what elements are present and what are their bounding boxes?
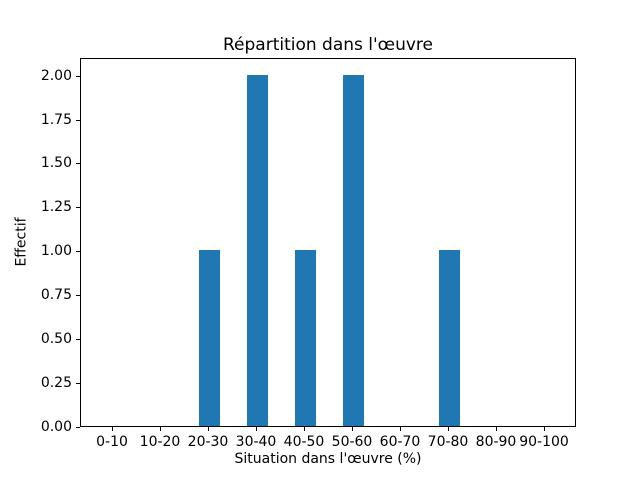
y-tick-label: 0.50: [40, 331, 72, 348]
x-tick-label: 80-90: [475, 434, 517, 450]
y-tick-label: 2.00: [40, 67, 72, 84]
x-tick-label: 10-20: [139, 434, 181, 450]
x-tick-label: 40-50: [283, 434, 325, 450]
y-tick: [76, 383, 80, 385]
x-tick-label: 0-10: [96, 434, 128, 450]
x-tick-label: 50-60: [331, 434, 373, 450]
y-tick: [76, 119, 80, 121]
chart-title: Répartition dans l'œuvre: [222, 35, 433, 55]
x-tick-label: 30-40: [235, 434, 277, 450]
x-tick: [160, 427, 161, 431]
bar: [294, 250, 316, 426]
x-tick: [496, 427, 497, 431]
y-tick: [76, 75, 80, 77]
bar: [342, 74, 364, 426]
y-tick-label: 1.00: [40, 243, 72, 260]
x-tick-label: 20-30: [187, 434, 229, 450]
y-tick: [76, 427, 80, 428]
bar: [438, 250, 460, 426]
bar: [198, 250, 220, 426]
y-tick: [76, 163, 80, 165]
y-tick-label: 0.25: [40, 375, 72, 392]
y-tick-label: 0.00: [40, 419, 72, 435]
y-tick-label: 1.25: [40, 199, 72, 216]
x-tick: [256, 427, 257, 431]
x-tick: [400, 427, 401, 431]
x-tick-label: 70-80: [427, 434, 469, 450]
x-tick: [208, 427, 209, 431]
x-tick: [304, 427, 305, 431]
x-tick-label: 60-70: [379, 434, 421, 450]
x-tick-label: 90-100: [519, 434, 569, 450]
x-tick: [448, 427, 449, 431]
y-tick: [76, 251, 80, 253]
plot-area: [80, 58, 576, 427]
y-tick-label: 1.75: [40, 111, 72, 128]
y-tick: [76, 339, 80, 341]
x-tick: [544, 427, 545, 431]
x-tick: [352, 427, 353, 431]
y-tick-label: 1.50: [40, 155, 72, 172]
x-axis-label: Situation dans l'œuvre (%): [234, 451, 422, 467]
y-tick: [76, 295, 80, 297]
x-tick: [112, 427, 113, 431]
y-tick: [76, 207, 80, 209]
y-tick-label: 0.75: [40, 287, 72, 304]
bar: [246, 74, 268, 426]
